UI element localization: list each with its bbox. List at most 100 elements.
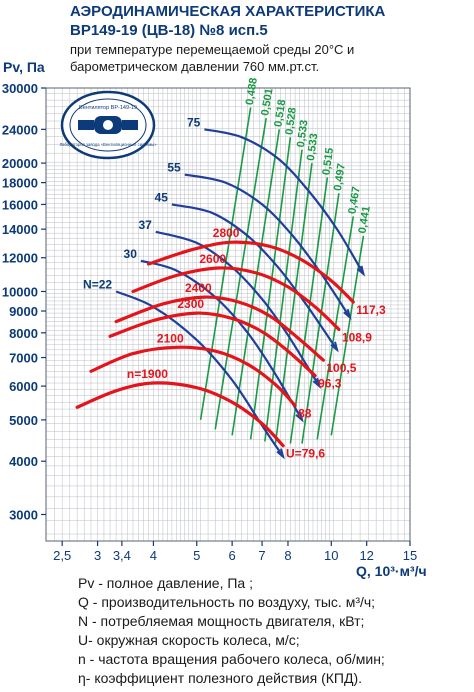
tip-speed-label: 108,9 — [342, 330, 372, 344]
y-tick-label: 30000 — [2, 81, 38, 96]
tip-speed-label: 117,3 — [356, 303, 386, 317]
x-tick-label: 8 — [284, 548, 291, 563]
speed-curve — [131, 266, 341, 331]
legend-item-power: N - потребляемая мощность двигателя, кВт… — [78, 613, 365, 629]
speed-curve — [146, 240, 355, 304]
power-label: 55 — [167, 161, 181, 175]
x-tick-label: 6 — [229, 548, 236, 563]
chart-title: АЭРОДИНАМИЧЕСКАЯ ХАРАКТЕРИСТИКА ВР149-19… — [70, 2, 385, 40]
power-curve-arrow — [356, 265, 366, 277]
x-tick-label: 12 — [359, 548, 373, 563]
speed-curve — [114, 295, 325, 362]
power-label: N=22 — [83, 277, 112, 291]
speed-label: 2800 — [213, 226, 240, 240]
efficiency-label: 0,467 — [346, 186, 362, 215]
logo-text-bottom: Лаборатория завода «Вентиляционные систе… — [59, 142, 157, 147]
speed-curve — [89, 345, 297, 408]
speed-label: 2400 — [185, 281, 212, 295]
power-curve-arrow — [295, 411, 304, 423]
y-tick-label: 24000 — [2, 122, 38, 137]
title-line-2: ВР149-19 (ЦВ-18) №8 исп.5 — [70, 22, 268, 39]
legend: Pv - полное давление, Па ; Q - производи… — [78, 574, 385, 688]
power-curve-arrow — [343, 309, 352, 321]
legend-item-flow: Q - производительность по воздуху, тыс. … — [78, 594, 376, 610]
power-curve-arrow — [276, 448, 285, 460]
efficiency-label: 0,533 — [295, 119, 310, 148]
efficiency-label: 0,518 — [272, 99, 288, 128]
x-tick-label: 5 — [193, 548, 200, 563]
x-tick-label: 7 — [258, 548, 265, 563]
power-label: 37 — [138, 218, 152, 232]
x-tick-label: 4 — [150, 548, 157, 563]
speed-curve — [75, 381, 285, 448]
efficiency-label: 0,533 — [305, 133, 320, 162]
y-tick-label: 8000 — [9, 326, 38, 341]
power-curve — [171, 203, 338, 351]
subtitle-line-2: барометрическом давлении 760 мм.рт.ст. — [70, 59, 320, 74]
x-tick-label: 2,5 — [53, 548, 71, 563]
x-axis-label: Q, 10³·м³/ч — [356, 563, 427, 579]
x-tick-label: 10 — [324, 548, 338, 563]
y-tick-label: 7000 — [9, 351, 38, 366]
efficiency-label: 0,441 — [357, 205, 373, 234]
y-tick-label: 12000 — [2, 251, 38, 266]
logo-text-top: Вентилятор ВР-149-19 — [79, 105, 137, 111]
power-curve — [184, 173, 351, 318]
y-axis-label: Pv, Па — [3, 59, 45, 75]
efficiency-label: 0,497 — [332, 163, 348, 192]
power-curve-arrow — [330, 341, 339, 353]
power-label: 30 — [124, 247, 138, 261]
y-tick-label: 10000 — [2, 284, 38, 299]
tip-speed-label: 88 — [298, 407, 312, 421]
y-tick-label: 4000 — [9, 454, 38, 469]
efficiency-line — [264, 149, 303, 442]
tip-speed-label: U=79,6 — [286, 447, 325, 461]
power-curve-arrow — [312, 377, 321, 389]
plot-frame — [45, 87, 411, 542]
subtitle-line-1: при температуре перемещаемой среды 20°С … — [70, 42, 355, 57]
efficiency-line — [231, 129, 281, 436]
tick-labels: 2,5 3 3,4 4 5 6 7 8 10 12 153000400050006000700080… — [2, 81, 417, 563]
x-tick-label: 3 — [94, 548, 101, 563]
legend-item-efficiency: η- коэффициент полезного действия (КПД). — [78, 670, 363, 686]
speed-label: 2100 — [157, 331, 184, 345]
legend-item-pressure: Pv - полное давление, Па ; — [78, 575, 253, 591]
speed-label: 2600 — [199, 252, 226, 266]
efficiency-label: 0,528 — [283, 107, 298, 136]
power-curve — [204, 128, 365, 275]
efficiency-line — [199, 107, 252, 421]
x-tick-label: 15 — [403, 548, 417, 563]
speed-label: n=1900 — [127, 367, 168, 381]
efficiency-line — [249, 137, 292, 440]
y-tick-label: 14000 — [2, 222, 38, 237]
y-tick-label: 20000 — [2, 156, 38, 171]
power-curve — [140, 259, 303, 421]
y-tick-label: 16000 — [2, 197, 38, 212]
legend-item-tip-speed: U- окружная скорость колеса, м/с; — [78, 632, 300, 648]
efficiency-label: 0,501 — [259, 87, 275, 116]
efficiency-label: 0,515 — [320, 147, 336, 176]
y-tick-label: 3000 — [9, 507, 38, 522]
speed-curve — [108, 311, 317, 378]
y-tick-label: 18000 — [2, 176, 38, 191]
efficiency-line — [301, 193, 340, 444]
axes: Pv, Па Q, 10³·м³/ч — [3, 59, 427, 579]
chart-subtitle: при температуре перемещаемой среды 20°С … — [70, 41, 354, 75]
x-tick-label: 3,4 — [113, 548, 131, 563]
speed-curves: n=1900U=79,6210088230096,32400100,526001… — [75, 226, 386, 461]
power-curve — [155, 230, 321, 387]
power-label: 45 — [155, 190, 169, 204]
y-tick-label: 6000 — [9, 379, 38, 394]
title-line-1: АЭРОДИНАМИЧЕСКАЯ ХАРАКТЕРИСТИКА — [70, 3, 386, 20]
legend-item-rotation: n - частота вращения рабочего колеса, об… — [78, 651, 385, 667]
y-tick-label: 9000 — [9, 304, 38, 319]
power-label: 75 — [187, 115, 201, 129]
y-tick-label: 5000 — [9, 413, 38, 428]
fan-logo: Вентилятор ВР-149-19 Лаборатория завода … — [59, 90, 157, 160]
power-curve — [115, 290, 285, 458]
efficiency-line — [274, 162, 313, 444]
tip-speed-label: 100,5 — [326, 361, 356, 375]
